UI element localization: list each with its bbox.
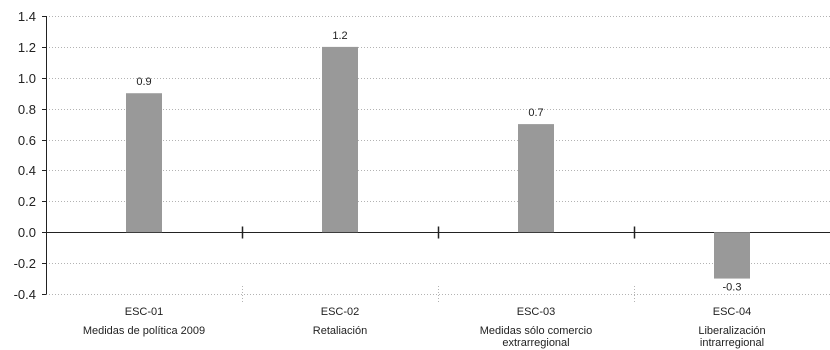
bar-esc-03 bbox=[518, 124, 554, 233]
data-label: 0.7 bbox=[528, 107, 543, 119]
category-name: Medidas sólo comercio bbox=[480, 325, 593, 337]
y-tick-label: 1.2 bbox=[18, 40, 36, 55]
category-name: Medidas de política 2009 bbox=[83, 325, 205, 337]
y-tick-label: 1.4 bbox=[18, 9, 36, 24]
data-labels: 0.9 1.2 0.7 -0.3 bbox=[136, 30, 741, 294]
category-name: Liberalización bbox=[698, 325, 765, 337]
y-axis-ticks: -0.4 -0.2 0.0 0.2 0.4 0.6 0.8 1.0 1.2 1.4 bbox=[14, 9, 46, 302]
data-label: 0.9 bbox=[136, 76, 151, 88]
bar-esc-02 bbox=[322, 46, 358, 233]
y-tick-label: 0.4 bbox=[18, 163, 36, 178]
grid-lines bbox=[46, 16, 830, 295]
category-code: ESC-04 bbox=[713, 306, 752, 318]
category-name: intrarregional bbox=[700, 337, 764, 349]
bar-esc-04 bbox=[714, 232, 750, 279]
category-name: extrarregional bbox=[502, 337, 569, 349]
data-label: -0.3 bbox=[723, 282, 742, 294]
y-tick-label: 1.0 bbox=[18, 71, 36, 86]
y-tick-label: 0.0 bbox=[18, 225, 36, 240]
data-label: 1.2 bbox=[332, 30, 347, 42]
y-tick-label: -0.2 bbox=[14, 256, 36, 271]
y-tick-label: 0.6 bbox=[18, 133, 36, 148]
y-tick-label: 0.8 bbox=[18, 102, 36, 117]
y-tick-label: 0.2 bbox=[18, 194, 36, 209]
x-axis-categories: ESC-01 Medidas de política 2009 ESC-02 Reta… bbox=[83, 306, 766, 349]
bars bbox=[126, 46, 750, 279]
category-code: ESC-01 bbox=[125, 306, 164, 318]
y-tick-label: -0.4 bbox=[14, 287, 36, 302]
category-name: Retaliación bbox=[313, 325, 367, 337]
axes bbox=[46, 16, 830, 304]
category-code: ESC-03 bbox=[517, 306, 556, 318]
bar-esc-01 bbox=[126, 93, 162, 233]
category-code: ESC-02 bbox=[321, 306, 360, 318]
